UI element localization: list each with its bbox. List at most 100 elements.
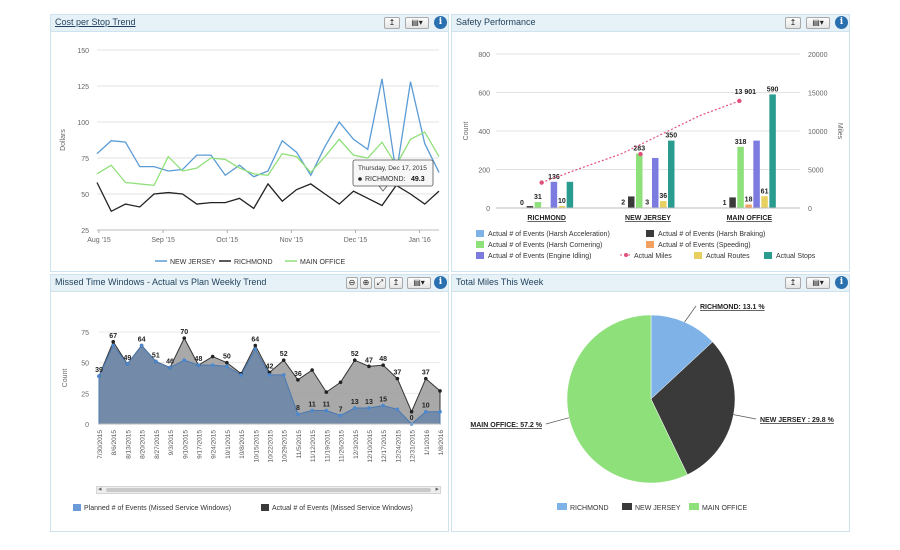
- info-icon[interactable]: i: [835, 16, 848, 29]
- actual-data-label: 49: [124, 355, 132, 362]
- legend-label: RICHMOND: [234, 259, 273, 266]
- menu-icon[interactable]: ▤▾: [407, 277, 431, 289]
- legend-label: Actual Miles: [634, 253, 672, 260]
- bar: [558, 206, 566, 208]
- actual-data-label: 70: [180, 329, 188, 336]
- bar-data-label: 350: [665, 133, 677, 140]
- bar: [729, 197, 736, 208]
- x-tick-label: 10/1/2015: [225, 430, 232, 459]
- planned-data-label: 13: [365, 399, 373, 406]
- export-icon[interactable]: ↥: [389, 277, 403, 289]
- missed-time-windows-panel: Missed Time Windows - Actual vs Plan Wee…: [50, 274, 449, 532]
- legend-swatch: [764, 252, 772, 259]
- legend-label: Actual # of Events (Engine Idling): [488, 253, 592, 260]
- legend-swatch: [646, 230, 654, 237]
- info-icon[interactable]: i: [434, 276, 447, 289]
- bar: [769, 94, 776, 208]
- menu-icon[interactable]: ▤▾: [806, 277, 830, 289]
- planned-point: [154, 359, 158, 364]
- bar-data-label: 2: [621, 200, 625, 207]
- bar-data-label: 1: [723, 200, 727, 207]
- pie-data-label: RICHMOND: 13.1 %: [700, 304, 765, 311]
- y-tick-label: 50: [81, 361, 89, 368]
- zoom-in-icon[interactable]: ⊕: [360, 277, 372, 289]
- actual-point: [253, 343, 258, 348]
- x-tick-label: 11/5/2015: [296, 430, 303, 459]
- bar-data-label: 0: [520, 200, 524, 207]
- bar-data-label: 61: [761, 188, 769, 195]
- legend-swatch: [476, 230, 484, 237]
- tooltip-value: 49.3: [411, 176, 425, 183]
- menu-icon[interactable]: ▤▾: [806, 17, 830, 29]
- info-icon[interactable]: i: [835, 276, 848, 289]
- planned-point: [352, 406, 357, 410]
- actual-point: [210, 354, 215, 359]
- planned-point: [253, 347, 258, 351]
- actual-data-label: 37: [422, 370, 430, 377]
- planned-point: [125, 362, 130, 366]
- bar-data-label: 3: [645, 199, 649, 206]
- info-icon[interactable]: i: [434, 16, 447, 29]
- zoom-out-icon[interactable]: ⊖: [346, 277, 358, 289]
- actual-point: [296, 378, 300, 382]
- planned-point: [423, 409, 428, 414]
- actual-point: [381, 363, 385, 367]
- miles-point: [737, 98, 742, 104]
- x-tick-label: 8/6/2015: [111, 430, 118, 456]
- legend-label: Actual Routes: [706, 253, 750, 260]
- miles-point: [638, 151, 643, 157]
- planned-point: [139, 343, 144, 348]
- export-icon[interactable]: ↥: [384, 17, 400, 29]
- pie-label-connector: [545, 417, 570, 425]
- planned-point: [438, 409, 442, 414]
- actual-data-label: 52: [351, 351, 359, 358]
- y-tick-label: 600: [478, 91, 490, 98]
- y-right-axis-title: Miles: [836, 123, 843, 140]
- actual-data-label: 47: [365, 357, 373, 364]
- bar: [628, 196, 635, 208]
- series-line-richmond: [96, 182, 440, 213]
- planned-point: [97, 374, 101, 378]
- cost-per-stop-panel: Cost per Stop Trend ↥ ▤▾ i 150 125 100 75 50…: [50, 14, 449, 272]
- actual-data-label: 37: [393, 370, 401, 377]
- reset-zoom-icon[interactable]: ⤢: [374, 277, 386, 289]
- scroll-thumb[interactable]: [106, 488, 431, 492]
- planned-data-label: 11: [323, 402, 331, 409]
- planned-point: [281, 373, 286, 377]
- x-tick-label: 12/17/2015: [381, 430, 388, 463]
- x-tick-label: 8/20/2015: [140, 430, 147, 459]
- y-tick-label: 200: [478, 168, 490, 175]
- x-tick-label: 11/26/2015: [339, 430, 346, 462]
- planned-point: [367, 406, 371, 410]
- tooltip-series: RICHMOND:: [365, 176, 405, 183]
- planned-point: [111, 343, 116, 348]
- scroll-right-arrow-icon[interactable]: ▸: [435, 486, 439, 493]
- miles-point: [539, 180, 544, 185]
- planned-point: [182, 358, 187, 363]
- miles-peak-label: 13 901: [735, 89, 757, 96]
- scroll-left-arrow-icon[interactable]: ◂: [98, 486, 102, 493]
- tooltip-pointer: [378, 185, 388, 192]
- planned-data-label: 10: [422, 403, 430, 410]
- series-line-new-jersey: [96, 78, 440, 178]
- panel-title[interactable]: Cost per Stop Trend: [55, 17, 136, 27]
- legend-label: Actual # of Events (Harsh Acceleration): [488, 231, 610, 238]
- horizontal-scrollbar[interactable]: ◂ ▸: [96, 486, 441, 494]
- menu-icon[interactable]: ▤▾: [405, 17, 429, 29]
- bar: [753, 140, 760, 208]
- x-tick-label: 9/24/2015: [211, 430, 218, 459]
- x-tick-label: Nov '15: [280, 237, 304, 244]
- y-right-tick-label: 15000: [808, 91, 828, 98]
- planned-point: [381, 403, 385, 408]
- actual-point: [225, 360, 229, 365]
- export-icon[interactable]: ↥: [785, 17, 801, 29]
- actual-data-label: 64: [138, 336, 146, 343]
- bar: [566, 181, 574, 208]
- bar: [668, 140, 675, 208]
- x-tick-label: Oct '15: [216, 237, 238, 244]
- y-tick-label: 0: [85, 422, 89, 429]
- actual-point: [182, 336, 187, 340]
- legend-label: Actual # of Events (Harsh Braking): [658, 231, 765, 238]
- export-icon[interactable]: ↥: [785, 277, 801, 289]
